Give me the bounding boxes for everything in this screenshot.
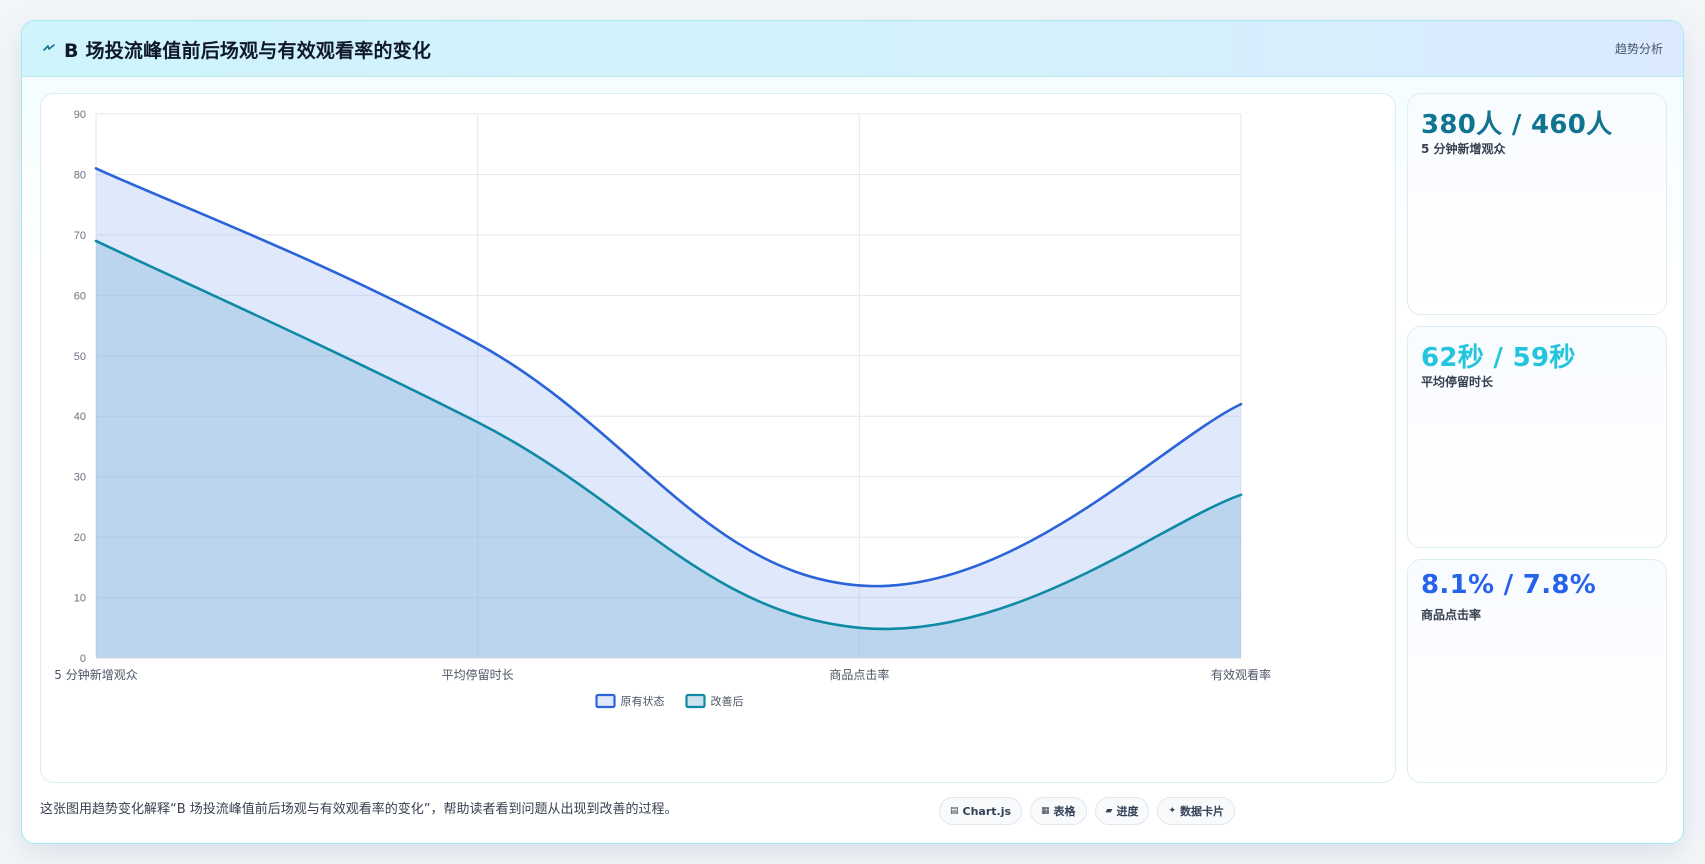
y-tick-label: 10 [74, 593, 86, 605]
progress-icon: ▰ [1105, 806, 1113, 816]
lightning-icon [42, 41, 56, 59]
series-area-1 [96, 240, 1241, 658]
kpi-card-click-rate: 8.1% / 7.8% 商品点击率 [1407, 559, 1667, 783]
chip-table[interactable]: ▦ 表格 [1030, 797, 1087, 825]
y-tick-label: 70 [74, 230, 86, 242]
chip-label: 数据卡片 [1180, 805, 1225, 818]
y-tick-label: 80 [74, 169, 86, 181]
trend-analysis-tag: 趋势分析 [1614, 42, 1663, 56]
chip-progress[interactable]: ▰ 进度 [1094, 797, 1150, 825]
chip-label: Chart.js [962, 804, 1012, 818]
chart-icon: ▤ [950, 806, 959, 816]
y-tick-label: 50 [74, 351, 86, 363]
kpi-label: 商品点击率 [1421, 608, 1482, 622]
page-title: B 场投流峰值前后场观与有效观看率的变化 [64, 40, 432, 62]
kpi-value: 380人 / 460人 [1421, 110, 1613, 140]
kpi-label: 5 分钟新增观众 [1421, 142, 1506, 156]
y-tick-label: 40 [74, 411, 86, 423]
y-tick-label: 0 [80, 653, 86, 665]
chip-label: 表格 [1053, 805, 1076, 818]
x-tick-label: 5 分钟新增观众 [54, 667, 137, 682]
chart-panel: 0 10 20 30 40 50 60 70 80 90 5 分钟新增观众 平均停留时长 商品点击率 有效… [40, 93, 1396, 783]
legend-swatch [595, 693, 616, 709]
chip-chartjs[interactable]: ▤ Chart.js [939, 797, 1023, 825]
legend-label: 原有状态 [621, 694, 665, 708]
series-line-1 [94, 239, 1243, 631]
y-tick-label: 20 [74, 532, 86, 544]
tech-chips: ▤ Chart.js ▦ 表格 ▰ 进度 ✦ 数据卡片 [939, 797, 1236, 825]
sparkle-icon: ✦ [1168, 806, 1177, 816]
kpi-card-new-viewers: 380人 / 460人 5 分钟新增观众 [1407, 93, 1667, 315]
chart-description: 这张图用趋势变化解释“B 场投流峰值前后场观与有效观看率的变化”，帮助读者看到问… [40, 802, 678, 817]
kpi-card-avg-stay: 62秒 / 59秒 平均停留时长 [1407, 326, 1667, 548]
chip-data-card[interactable]: ✦ 数据卡片 [1157, 797, 1236, 825]
kpi-value: 62秒 / 59秒 [1421, 343, 1576, 373]
x-tick-label: 有效观看率 [1211, 667, 1271, 682]
chip-label: 进度 [1116, 805, 1139, 818]
series-area-0 [96, 168, 1241, 658]
card-header: B 场投流峰值前后场观与有效观看率的变化 趋势分析 [22, 21, 1683, 77]
kpi-label: 平均停留时长 [1421, 375, 1494, 389]
y-tick-label: 60 [74, 290, 86, 302]
report-card: B 场投流峰值前后场观与有效观看率的变化 趋势分析 0 10 20 30 40 50 60 7… [21, 20, 1684, 844]
kpi-value: 8.1% / 7.8% [1421, 570, 1597, 600]
y-tick-label: 30 [74, 472, 86, 484]
x-tick-label: 平均停留时长 [442, 667, 514, 682]
y-tick-label: 90 [74, 109, 86, 121]
legend-swatch [685, 693, 706, 709]
title-group: B 场投流峰值前后场观与有效观看率的变化 [42, 36, 431, 63]
area-chart: 0 10 20 30 40 50 60 70 80 90 5 分钟新增观众 平均停留时长 商品点击率 有效… [54, 109, 1271, 709]
table-icon: ▦ [1041, 806, 1050, 816]
legend-label: 改善后 [711, 694, 744, 708]
x-tick-label: 商品点击率 [829, 667, 889, 682]
series-line-0 [94, 167, 1243, 588]
